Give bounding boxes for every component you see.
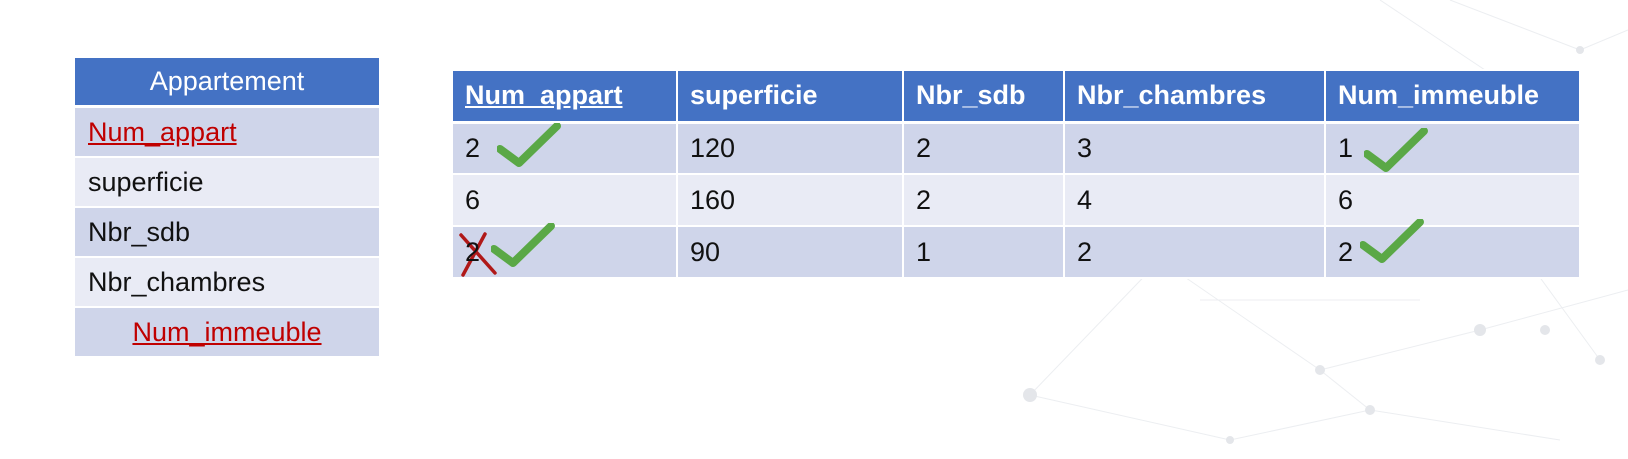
column-header-nbr-sdb: Nbr_sdb — [902, 69, 1065, 124]
cell-value: 1 — [1338, 132, 1354, 163]
entity-attribute: Nbr_chambres — [75, 258, 379, 308]
table-cell: 2 — [451, 121, 678, 175]
check-icon — [491, 223, 555, 267]
cell-value: 2 — [465, 236, 481, 267]
check-icon — [1360, 219, 1424, 263]
attribute-label: Nbr_sdb — [88, 216, 191, 247]
table-cell: 4 — [1063, 173, 1326, 227]
table-cell: 6 — [1324, 173, 1581, 227]
column-header-num-immeuble: Num_immeuble — [1324, 69, 1581, 124]
table-cell: 2 — [451, 223, 678, 279]
table-cell: 2 — [902, 121, 1065, 175]
check-icon — [1364, 127, 1428, 172]
column-header-nbr-chambres: Nbr_chambres — [1063, 69, 1326, 124]
table-cell: 160 — [676, 173, 904, 227]
column-header-superficie: superficie — [676, 69, 904, 124]
table-row: 6 160 2 4 6 — [451, 173, 1581, 227]
foreign-key-attribute: Num_immeuble — [132, 316, 322, 347]
cell-value: 2 — [465, 132, 481, 163]
table-row: 2 120 2 3 1 — [451, 121, 1581, 175]
entity-attribute: Nbr_sdb — [75, 208, 379, 258]
table-cell: 120 — [676, 121, 904, 175]
table-cell: 3 — [1063, 121, 1326, 175]
check-icon — [497, 122, 561, 167]
table-header-row: Num_appart superficie Nbr_sdb Nbr_chambr… — [451, 69, 1581, 124]
attribute-label: Nbr_chambres — [88, 266, 266, 297]
table-cell: 2 — [1063, 225, 1326, 279]
entity-attribute: superficie — [75, 158, 379, 208]
table-cell: 2 — [1324, 219, 1581, 279]
attribute-label: superficie — [88, 166, 204, 197]
entity-title: Appartement — [75, 58, 379, 108]
table-cell: 1 — [902, 225, 1065, 279]
entity-attribute: Num_immeuble — [75, 308, 379, 358]
table-cell: 2 — [902, 173, 1065, 227]
table-cell: 6 — [451, 173, 678, 227]
column-header-num-appart: Num_appart — [451, 69, 678, 124]
data-table: Num_appart superficie Nbr_sdb Nbr_chambr… — [451, 69, 1581, 279]
cell-value: 2 — [1338, 236, 1354, 267]
table-cell: 1 — [1324, 121, 1581, 175]
entity-attribute: Num_appart — [75, 108, 379, 158]
table-row: 2 90 1 2 2 — [451, 219, 1581, 279]
table-cell: 90 — [676, 225, 904, 279]
entity-box: Appartement Num_appart superficie Nbr_sd… — [75, 58, 379, 358]
primary-key-attribute: Num_appart — [88, 116, 237, 147]
